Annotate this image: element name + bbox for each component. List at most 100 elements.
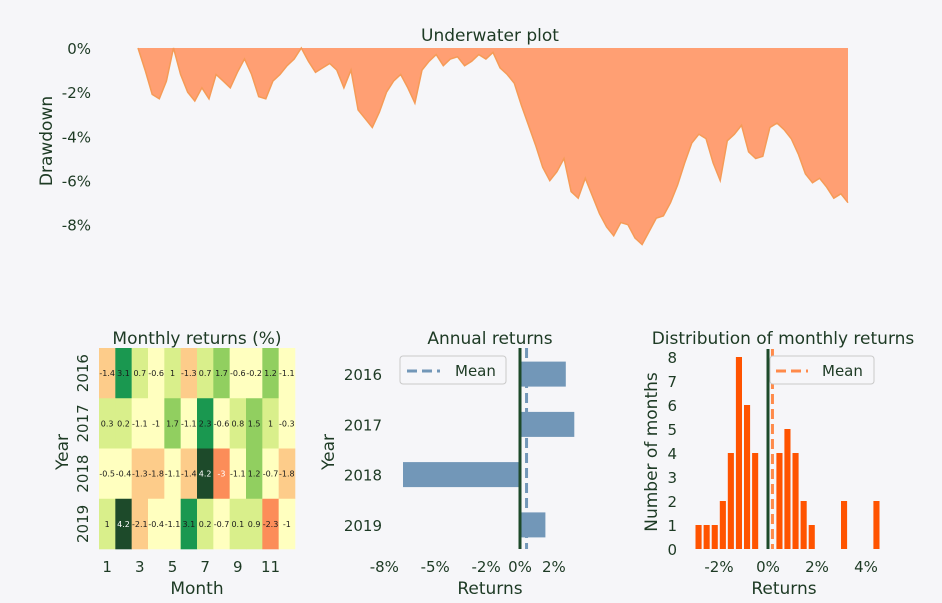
heatmap-cell-label: -2.1 (132, 520, 148, 529)
underwater-y-tick-label: -2% (62, 84, 91, 102)
heatmap-cell-label: -0.7 (214, 520, 230, 529)
dist-y-tick-label: 6 (667, 397, 677, 415)
heatmap-cell-label: -3 (218, 470, 226, 479)
heatmap-cell-label: 1.7 (166, 419, 179, 428)
annual-year-label: 2017 (344, 416, 382, 434)
monthly-heatmap: Monthly returns (%) Year Month -1.4 3.1 0.… (53, 329, 296, 599)
annual-legend-box (399, 355, 507, 385)
heatmap-cell (99, 398, 116, 449)
underwater-area (138, 48, 848, 245)
heatmap-cell-label: -0.6 (148, 369, 164, 378)
annual-year-label: 2019 (344, 517, 382, 535)
heatmap-cell-label: 1.7 (215, 369, 228, 378)
heatmap-cell (99, 448, 116, 500)
heatmap-year-label: 2019 (74, 505, 92, 543)
heatmap-cell-label: 0.7 (199, 369, 212, 378)
heatmap-ylabel: Year (53, 434, 73, 471)
heatmap-cell (115, 398, 132, 449)
annual-legend: Mean (399, 355, 507, 385)
heatmap-cell-label: 0.2 (117, 419, 130, 428)
heatmap-cell (229, 498, 247, 550)
heatmap-cell-label: -0.3 (279, 419, 295, 428)
heatmap-cell-label: -0.6 (230, 369, 246, 378)
heatmap-cell (246, 448, 263, 500)
heatmap-cell (164, 398, 181, 449)
dist-x-tick-label: 4% (854, 558, 878, 576)
heatmap-cell (278, 398, 296, 449)
heatmap-cell-label: 0.8 (231, 419, 244, 428)
annual-x-tick-label: -5% (421, 558, 450, 576)
annual-title: Annual returns (427, 329, 552, 349)
heatmap-cell (115, 348, 132, 399)
dist-x-tick-label: 2% (805, 558, 829, 576)
heatmap-year-label: 2017 (74, 404, 92, 442)
heatmap-cell (148, 498, 165, 550)
underwater-y-tick-label: 0% (67, 40, 91, 58)
annual-returns-chart: Annual returns Year Returns 2016 2017 2018… (319, 329, 575, 599)
underwater-y-tick-label: -8% (62, 217, 91, 235)
heatmap-cell-label: -0.4 (116, 470, 132, 479)
heatmap-cell (278, 348, 296, 399)
heatmap-cell (99, 348, 116, 399)
underwater-y-tick-label: -6% (62, 173, 91, 191)
heatmap-cell (262, 448, 279, 500)
annual-y-ticks: 2016 2017 2018 2019 (344, 366, 382, 535)
heatmap-month-label: 5 (168, 558, 178, 576)
dist-bar (711, 525, 718, 549)
heatmap-title: Monthly returns (%) (112, 329, 281, 349)
heatmap-month-label: 11 (261, 558, 280, 576)
heatmap-cell-label: -0.5 (99, 470, 115, 479)
heatmap-cell (197, 348, 214, 399)
dist-bar (808, 525, 815, 549)
distribution-chart: Distribution of monthly returns Number o… (642, 329, 914, 599)
heatmap-cell (180, 448, 198, 500)
dist-bar (841, 501, 848, 549)
annual-bar (520, 512, 546, 538)
heatmap-cell-label: 2.3 (199, 419, 212, 428)
heatmap-cell (262, 398, 279, 449)
dist-x-tick-label: 0% (756, 558, 780, 576)
heatmap-cell-label: 1.2 (264, 369, 277, 378)
annual-year-label: 2016 (344, 366, 382, 384)
dist-bars (695, 357, 880, 549)
dist-bar (752, 453, 759, 549)
heatmap-cell-label: 1 (170, 369, 175, 378)
annual-x-tick-label: -2% (471, 558, 500, 576)
annual-bar (520, 411, 575, 437)
heatmap-cell-label: -1.1 (181, 419, 197, 428)
heatmap-month-label: 9 (233, 558, 243, 576)
annual-xlabel: Returns (457, 579, 522, 599)
dist-bar (776, 453, 783, 549)
dist-x-ticks: -2% 0% 2% 4% (704, 558, 878, 576)
heatmap-cell-label: -1.3 (132, 470, 148, 479)
annual-x-tick-label: 2% (542, 558, 566, 576)
dist-y-tick-label: 4 (667, 445, 677, 463)
dist-y-tick-label: 1 (667, 517, 677, 535)
heatmap-cell (115, 498, 132, 550)
heatmap-month-label: 3 (135, 558, 145, 576)
heatmap-cell (229, 398, 247, 449)
heatmap-cell (131, 448, 149, 500)
dist-bar (784, 429, 791, 549)
dist-bar (792, 453, 799, 549)
dist-y-tick-label: 0 (667, 541, 677, 559)
dist-x-tick-label: -2% (704, 558, 733, 576)
heatmap-cell-label: -1.3 (181, 369, 197, 378)
heatmap-y-ticks: 2016 2017 2018 2019 (74, 354, 92, 543)
heatmap-cell (213, 348, 230, 399)
heatmap-cell (131, 348, 149, 399)
dist-y-tick-label: 2 (667, 493, 677, 511)
heatmap-year-label: 2016 (74, 354, 92, 392)
heatmap-cell-label: 3.1 (182, 520, 195, 529)
heatmap-cell-label: 1 (105, 520, 110, 529)
heatmap-cell (197, 448, 214, 500)
heatmap-cell-label: 0.2 (199, 520, 212, 529)
heatmap-cell (246, 348, 263, 399)
heatmap-cell (213, 448, 230, 500)
heatmap-cell-label: 0.9 (248, 520, 261, 529)
heatmap-cell-label: -1.1 (165, 470, 181, 479)
underwater-chart: Underwater plot Drawdown 0% -2% -4% -6% -8% (37, 26, 849, 246)
heatmap-cell-label: -0.4 (148, 520, 164, 529)
heatmap-cell (262, 348, 279, 399)
